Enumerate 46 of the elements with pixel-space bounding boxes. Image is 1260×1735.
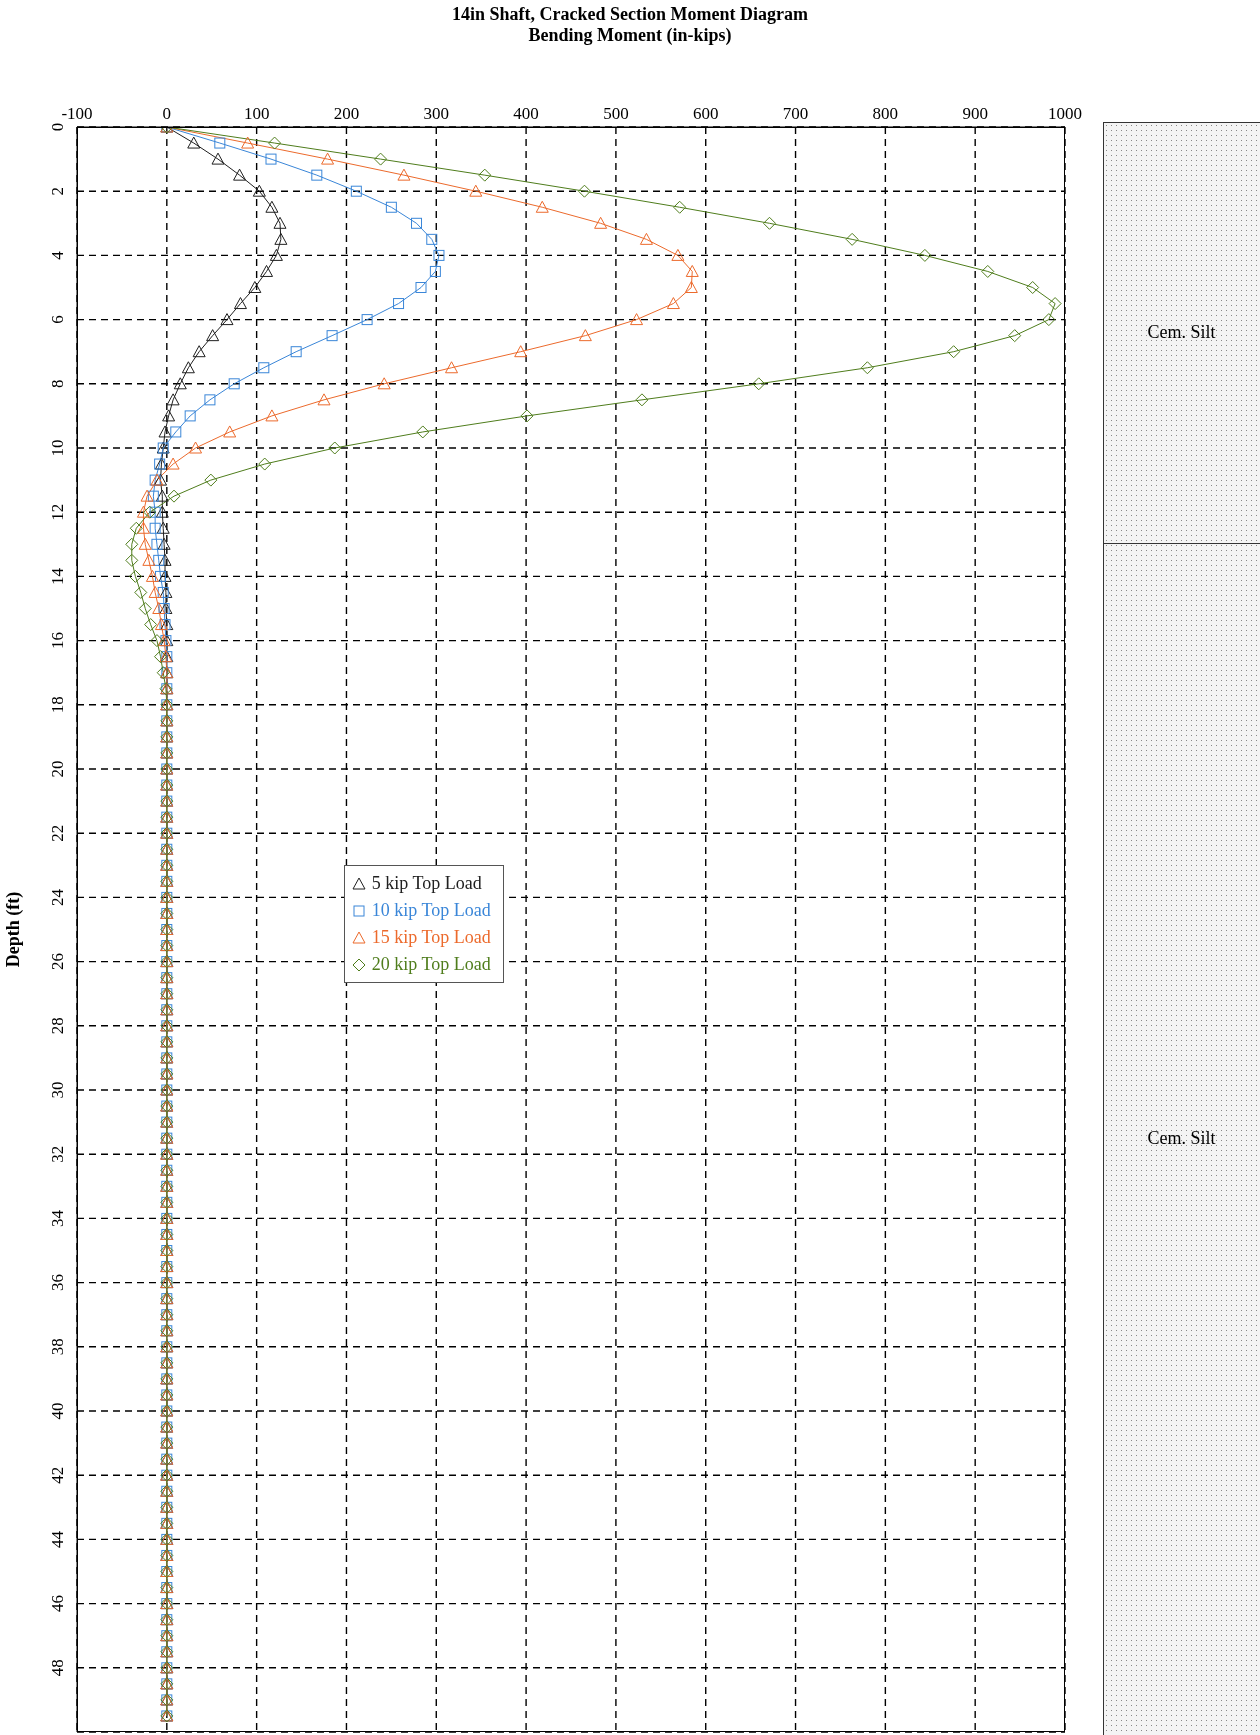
y-tick-label: 16 (48, 632, 67, 650)
y-tick-label: 32 (48, 1145, 67, 1163)
x-tick-label: 300 (423, 104, 450, 123)
y-tick-label: 44 (48, 1530, 67, 1548)
x-tick-label: 700 (782, 104, 809, 123)
y-tick-label: 10 (48, 439, 67, 457)
y-tick-label: 4 (48, 250, 67, 260)
y-tick-label: 6 (48, 315, 67, 324)
x-axis-title: Bending Moment (in-kips) (527, 25, 733, 46)
x-tick-label: 500 (603, 104, 629, 123)
y-tick-label: 8 (48, 379, 67, 389)
x-tick-label: 600 (692, 104, 719, 123)
y-tick-label: 36 (48, 1274, 67, 1292)
x-tick-label: -100 (61, 104, 93, 123)
y-tick-label: 42 (48, 1466, 67, 1484)
y-tick-label: 34 (48, 1209, 67, 1227)
text: Cem. Silt (1146, 1128, 1217, 1149)
y-tick-label: 30 (48, 1081, 67, 1099)
legend-label: 15 kip Top Load (371, 926, 491, 950)
x-tick-label: 800 (872, 104, 899, 123)
x-tick-label: 100 (243, 104, 270, 123)
x-tick-label: 900 (962, 104, 988, 123)
legend-label: 10 kip Top Load (371, 899, 491, 923)
x-tick-label: 400 (513, 104, 539, 123)
text: Cem. Silt (1146, 322, 1217, 343)
y-tick-label: 22 (48, 824, 67, 842)
y-tick-label: 20 (48, 760, 67, 778)
y-tick-label: 12 (48, 503, 67, 521)
y-tick-label: 28 (48, 1017, 67, 1035)
y-tick-label: 48 (48, 1659, 67, 1677)
y-tick-label: 14 (48, 567, 67, 585)
y-tick-label: 24 (48, 888, 67, 906)
y-axis-title: Depth (ft) (3, 891, 25, 968)
y-tick-label: 0 (48, 122, 67, 132)
y-tick-label: 2 (48, 186, 67, 196)
x-tick-label: 0 (162, 104, 172, 123)
y-tick-label: 18 (48, 696, 67, 714)
y-tick-label: 40 (48, 1402, 67, 1420)
chart-title: 14in Shaft, Cracked Section Moment Diagram (451, 4, 809, 25)
legend-label: 20 kip Top Load (371, 953, 491, 977)
legend-label: 5 kip Top Load (371, 872, 482, 896)
y-tick-label: 26 (48, 953, 67, 971)
x-tick-label: 1000 (1048, 104, 1082, 123)
x-tick-label: 200 (333, 104, 360, 123)
y-tick-label: 38 (48, 1338, 67, 1356)
y-tick-label: 46 (48, 1595, 67, 1613)
